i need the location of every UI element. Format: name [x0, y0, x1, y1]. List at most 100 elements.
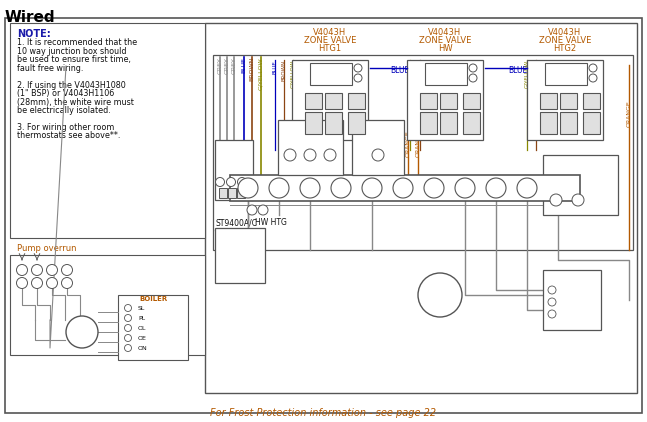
Text: be electrically isolated.: be electrically isolated.: [17, 106, 111, 115]
Circle shape: [469, 64, 477, 72]
Text: (28mm), the white wire must: (28mm), the white wire must: [17, 97, 134, 106]
Text: 10: 10: [523, 185, 531, 191]
Text: BLUE: BLUE: [390, 65, 410, 75]
Bar: [425, 63, 467, 85]
Text: 3: 3: [308, 185, 313, 191]
Text: G/YELLOW: G/YELLOW: [525, 60, 529, 88]
Text: 8: 8: [463, 185, 467, 191]
Circle shape: [124, 335, 131, 341]
Text: ORANGE: ORANGE: [626, 100, 631, 127]
Circle shape: [32, 278, 43, 289]
Bar: [407, 60, 483, 140]
Text: BROWN: BROWN: [250, 57, 254, 81]
Circle shape: [486, 178, 506, 198]
Text: S: S: [261, 208, 265, 213]
Circle shape: [517, 178, 537, 198]
Text: N E L: N E L: [432, 289, 448, 293]
Bar: [228, 188, 236, 198]
Bar: [215, 140, 253, 200]
Text: A: A: [553, 186, 558, 195]
Bar: [540, 93, 557, 109]
Bar: [348, 112, 365, 134]
Text: 1: 1: [308, 152, 312, 157]
Bar: [545, 63, 587, 85]
Text: BLUE: BLUE: [241, 57, 247, 73]
Text: 7: 7: [432, 185, 436, 191]
Text: L641A: L641A: [367, 124, 389, 130]
Bar: [215, 228, 265, 283]
Text: BROWN: BROWN: [534, 60, 538, 81]
Circle shape: [238, 178, 258, 198]
Circle shape: [247, 205, 257, 215]
Text: V4043H: V4043H: [428, 28, 461, 37]
Bar: [213, 55, 633, 250]
Text: (1" BSP) or V4043H1106: (1" BSP) or V4043H1106: [17, 89, 115, 98]
Text: STAT.: STAT.: [369, 138, 387, 144]
Circle shape: [17, 278, 28, 289]
Text: MOTOR: MOTOR: [547, 71, 567, 76]
Text: ON: ON: [560, 311, 570, 316]
Bar: [10, 255, 205, 355]
Text: B: B: [575, 186, 580, 195]
Text: HTG1: HTG1: [318, 44, 342, 53]
Bar: [543, 270, 601, 330]
Bar: [305, 112, 322, 134]
Bar: [325, 93, 342, 109]
Text: OE: OE: [560, 300, 569, 305]
Text: BLUE: BLUE: [272, 60, 278, 74]
Text: MOTOR: MOTOR: [427, 71, 447, 76]
Bar: [230, 175, 580, 201]
Bar: [543, 155, 618, 215]
Text: 10: 10: [63, 268, 71, 273]
Circle shape: [284, 149, 296, 161]
Bar: [292, 60, 368, 140]
Circle shape: [304, 149, 316, 161]
Text: GREY: GREY: [232, 57, 237, 74]
Circle shape: [418, 273, 462, 317]
Circle shape: [331, 178, 351, 198]
Text: Pump overrun: Pump overrun: [17, 244, 76, 253]
Circle shape: [226, 178, 236, 187]
Text: G/YELLOW: G/YELLOW: [408, 60, 413, 88]
Text: 7: 7: [20, 268, 24, 273]
Bar: [205, 23, 637, 393]
Circle shape: [124, 325, 131, 332]
Bar: [305, 93, 322, 109]
Text: GREY: GREY: [225, 57, 230, 74]
Text: PUMP: PUMP: [74, 335, 89, 340]
Text: 4: 4: [339, 185, 343, 191]
Text: ZONE VALVE: ZONE VALVE: [419, 36, 471, 45]
Text: 50Hz: 50Hz: [218, 150, 236, 156]
Text: fault free wiring.: fault free wiring.: [17, 63, 83, 73]
Text: ZONE VALVE: ZONE VALVE: [304, 36, 356, 45]
Text: Wired: Wired: [5, 10, 56, 25]
Bar: [420, 93, 437, 109]
Text: be used to ensure first time,: be used to ensure first time,: [17, 55, 131, 64]
Text: SL: SL: [138, 306, 146, 311]
Text: NOTE:: NOTE:: [17, 29, 50, 39]
Text: OE: OE: [138, 335, 147, 341]
Circle shape: [258, 205, 268, 215]
Text: **: **: [347, 122, 355, 131]
Text: ℑ: ℑ: [455, 66, 463, 76]
Text: 9: 9: [50, 268, 54, 273]
Text: V4043H: V4043H: [313, 28, 347, 37]
Bar: [348, 93, 365, 109]
Text: ON: ON: [138, 346, 148, 351]
Circle shape: [215, 178, 225, 187]
Circle shape: [455, 178, 475, 198]
Text: C: C: [376, 152, 380, 158]
Circle shape: [124, 305, 131, 311]
Circle shape: [424, 178, 444, 198]
Text: PUMP: PUMP: [432, 298, 448, 303]
Circle shape: [124, 314, 131, 322]
Circle shape: [124, 344, 131, 352]
Text: T6360B: T6360B: [296, 124, 324, 130]
Text: 230V: 230V: [218, 142, 236, 148]
Circle shape: [548, 310, 556, 318]
Text: OL: OL: [138, 325, 146, 330]
Circle shape: [372, 149, 384, 161]
Circle shape: [548, 286, 556, 294]
Circle shape: [354, 64, 362, 72]
Circle shape: [393, 178, 413, 198]
